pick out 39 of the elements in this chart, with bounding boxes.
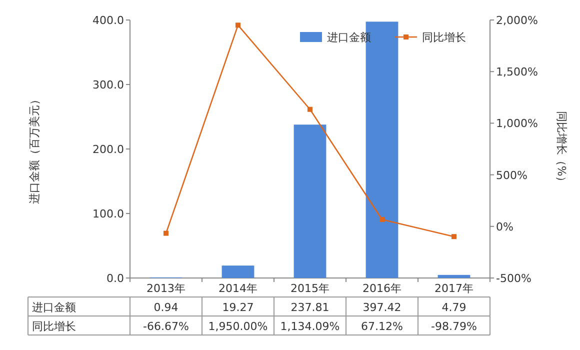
point — [236, 22, 240, 28]
point — [308, 106, 312, 112]
data-label: 1,950.00% — [208, 320, 268, 333]
bar — [294, 124, 326, 278]
y-tick-label: 100.0 — [92, 208, 124, 220]
data-label: 19.27 — [222, 301, 254, 314]
y-tick-label: 200.0 — [92, 143, 124, 156]
y-tick-label: 0.0 — [106, 272, 124, 285]
x-tick-label: 2016年 — [362, 282, 402, 295]
x-tick-label: 2013年 — [146, 282, 186, 295]
y2-tick-label: 0% — [496, 220, 514, 234]
data-label: -98.79% — [431, 320, 477, 333]
x-tick-label: 2014年 — [218, 282, 258, 295]
legend-label: 同比增长 — [422, 31, 466, 44]
x-tick-label: 2015年 — [290, 282, 330, 295]
x-tick-label: 2017年 — [434, 282, 474, 295]
point — [380, 216, 384, 222]
text: 同比增长 — [32, 320, 76, 333]
y-tick-label: 400.0 — [92, 14, 124, 27]
data-label: 67.12% — [361, 320, 403, 333]
y2-tick-label: 1,000% — [496, 117, 538, 130]
point — [452, 234, 456, 240]
bar — [438, 274, 470, 278]
data-label: 397.42 — [362, 301, 402, 314]
y2-tick-label: 1,500% — [496, 66, 538, 79]
y-axis-title: 进口金额（百万美元） — [28, 94, 41, 204]
data-label: 4.79 — [442, 301, 466, 314]
data-label: 1,134.09% — [280, 320, 340, 333]
point — [164, 230, 168, 236]
y2-tick-label: 2,000% — [496, 14, 538, 27]
data-label: -66.67% — [143, 320, 189, 333]
data-label: 0.94 — [154, 301, 178, 314]
y2-tick-label: -500% — [496, 272, 532, 285]
data-label: 237.81 — [290, 301, 330, 314]
y2-axis-title: 同比增长（%） — [555, 110, 568, 188]
bar — [222, 266, 254, 278]
text: 进口金额 — [32, 301, 76, 314]
y2-tick-label: 500% — [496, 168, 528, 182]
y-tick-label: 300.0 — [92, 78, 124, 92]
